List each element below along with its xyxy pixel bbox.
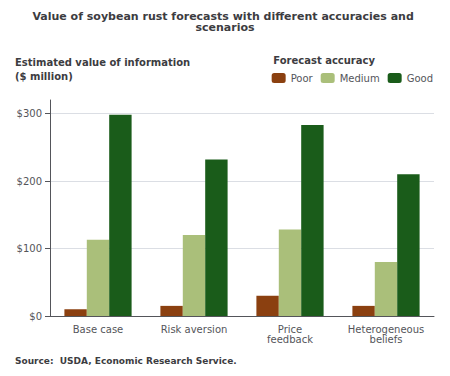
svg-text:Good: Good (407, 73, 433, 84)
svg-text:Estimated value of information: Estimated value of information (15, 57, 190, 68)
svg-text:Heterogeneous: Heterogeneous (347, 323, 425, 335)
svg-text:$300: $300 (17, 108, 42, 119)
svg-text:Forecast accuracy: Forecast accuracy (273, 55, 375, 66)
svg-text:feedback: feedback (267, 334, 313, 345)
svg-text:scenarios: scenarios (195, 21, 255, 34)
svg-text:$200: $200 (17, 176, 42, 187)
svg-text:Price: Price (277, 323, 303, 335)
svg-text:($ million): ($ million) (15, 71, 73, 82)
svg-text:beliefs: beliefs (370, 334, 403, 345)
svg-text:$100: $100 (17, 243, 42, 254)
svg-text:Value of soybean rust forecast: Value of soybean rust forecasts with dif… (32, 10, 418, 23)
svg-text:Poor: Poor (291, 73, 314, 84)
svg-text:Risk aversion: Risk aversion (161, 324, 228, 335)
svg-text:Base case: Base case (73, 324, 124, 335)
svg-text:Medium: Medium (340, 73, 380, 84)
svg-text:$0: $0 (29, 311, 42, 322)
svg-text:Source: USDA, Economic Resear: Source: USDA, Economic Research Service. (15, 356, 237, 366)
